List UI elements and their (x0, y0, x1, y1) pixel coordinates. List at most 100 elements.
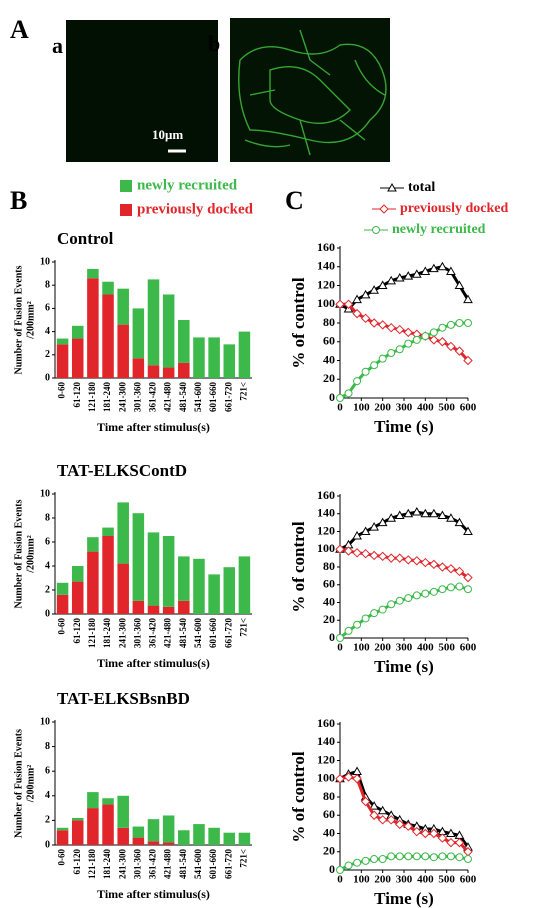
x-tick-label: 400 (417, 874, 434, 886)
bar-segment (87, 552, 99, 614)
y-tick-label: 120 (317, 277, 335, 291)
x-tick-label: 400 (417, 642, 434, 654)
y-tick-label: 0 (329, 862, 335, 876)
point (396, 326, 404, 334)
bar-segment (117, 325, 129, 378)
y-axis-label: Number of Fusion Events (13, 265, 24, 374)
x-tick-label: 721< (238, 618, 248, 637)
bar-segment (239, 556, 251, 614)
bar-segment (178, 556, 190, 600)
bar-segment (87, 808, 99, 845)
point (413, 853, 420, 860)
bar-segment (133, 838, 145, 845)
point (337, 867, 344, 874)
bar-segment (148, 606, 160, 614)
legend-label: newly recruited (392, 222, 486, 237)
y-axis-label: Number of Fusion Events (13, 499, 24, 608)
bar-segment (208, 828, 220, 845)
point (404, 328, 412, 336)
image-label: a (52, 33, 63, 58)
y-tick-label: 0 (329, 390, 335, 404)
x-tick-label: 181-240 (102, 618, 112, 648)
y-tick-label: 0 (329, 630, 335, 644)
point (396, 346, 403, 353)
bar-segment (72, 326, 84, 339)
x-tick-label: 541-600 (193, 382, 203, 412)
point (345, 862, 352, 869)
x-tick-label: 661-720 (223, 382, 233, 412)
y-tick-label: 4 (45, 560, 50, 571)
point (439, 324, 446, 331)
scale-label: 10μm (152, 127, 183, 142)
legend-label: previously docked (400, 201, 508, 216)
x-tick-label: 241-300 (117, 382, 127, 412)
x-tick-label: 61-120 (72, 849, 82, 875)
bar-segment (178, 320, 190, 363)
y-tick-label: 40 (323, 352, 335, 366)
bar-segment (193, 824, 205, 845)
x-tick-label: 721< (238, 382, 248, 401)
x-tick-label: 300 (396, 642, 413, 654)
bar-segment (193, 337, 205, 378)
y-tick-label: 0 (45, 608, 50, 619)
y-tick-label: 120 (317, 752, 335, 766)
point (413, 557, 421, 565)
panel-label: B (10, 186, 27, 215)
bar-segment (57, 339, 69, 345)
y-tick-label: 100 (317, 771, 335, 785)
bar-segment (148, 841, 160, 845)
point (345, 627, 352, 634)
x-tick-label: 361-420 (148, 849, 158, 879)
point (337, 395, 344, 402)
point (371, 362, 378, 369)
point (456, 854, 463, 861)
bar-segment (178, 601, 190, 614)
y-tick-label: 100 (317, 296, 335, 310)
legend-label: total (408, 180, 435, 195)
bar-segment (102, 528, 114, 536)
y-tick-label: 20 (323, 612, 335, 626)
x-tick-label: 661-720 (223, 849, 233, 879)
point (354, 859, 361, 866)
point (405, 340, 412, 347)
y-tick-label: 0 (45, 839, 50, 850)
x-tick-label: 0 (337, 402, 343, 414)
x-tick-label: 721< (238, 849, 248, 868)
bar-segment (72, 582, 84, 614)
y-tick-label: 80 (323, 789, 335, 803)
panel-label: A (10, 15, 29, 44)
bar-segment (117, 502, 129, 563)
bar-segment (87, 278, 99, 378)
y-tick-label: 10 (40, 716, 50, 727)
x-tick-label: 181-240 (102, 382, 112, 412)
point (388, 853, 395, 860)
bar-segment (57, 830, 69, 845)
x-tick-label: 100 (353, 642, 370, 654)
legend-swatch (120, 180, 132, 192)
point (405, 595, 412, 602)
x-tick-label: 361-420 (148, 618, 158, 648)
y-tick-label: 0 (45, 372, 50, 383)
y-tick-label: 6 (45, 765, 50, 776)
point (379, 606, 386, 613)
y-tick-label: 20 (323, 844, 335, 858)
y-tick-label: 4 (45, 326, 50, 337)
x-tick-label: 100 (353, 874, 370, 886)
x-axis-label: Time after stimulus(s) (97, 420, 210, 434)
x-tick-label: 421-480 (163, 382, 173, 412)
y-axis-label: /200mm² (25, 535, 36, 573)
y-axis-label: % of control (289, 521, 308, 613)
x-tick-label: 421-480 (163, 618, 173, 648)
point (371, 610, 378, 617)
point (413, 336, 420, 343)
bar-segment (72, 820, 84, 845)
bar-segment (133, 601, 145, 614)
bar-segment (148, 819, 160, 841)
point (379, 321, 387, 329)
x-tick-label: 200 (374, 402, 391, 414)
x-tick-label: 421-480 (163, 849, 173, 879)
chart-title: Control (57, 229, 114, 248)
bar-segment (193, 559, 205, 614)
y-tick-label: 140 (317, 506, 335, 520)
x-tick-label: 500 (438, 642, 455, 654)
